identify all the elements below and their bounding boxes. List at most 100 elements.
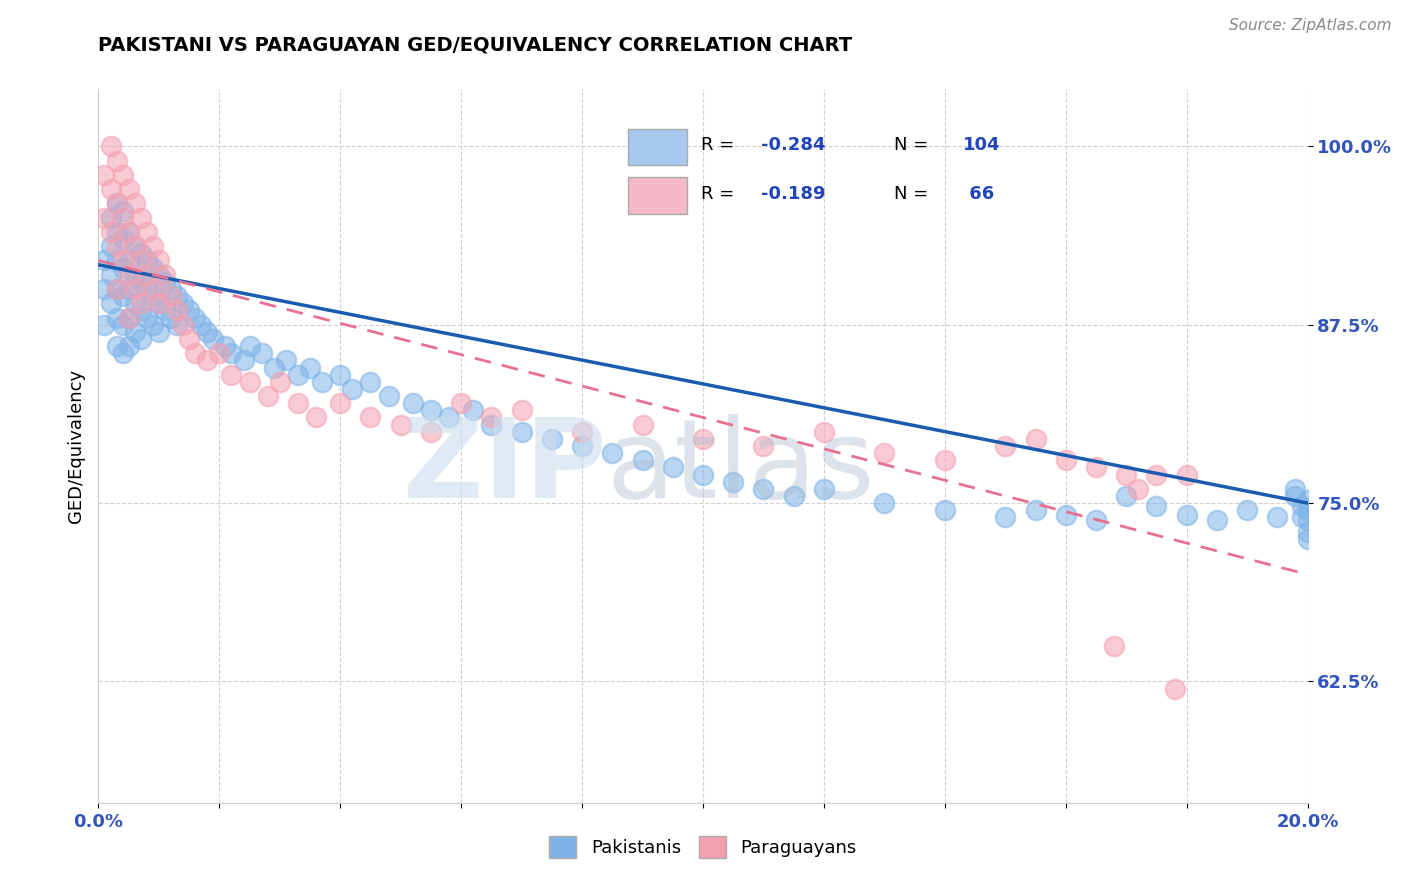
Point xyxy=(100,268,122,282)
Point xyxy=(360,410,382,425)
Point xyxy=(402,396,425,410)
Point xyxy=(100,296,122,310)
Point xyxy=(118,253,141,268)
Point xyxy=(172,318,194,332)
Point xyxy=(631,453,654,467)
Point xyxy=(105,239,128,253)
Point xyxy=(129,303,152,318)
Point xyxy=(105,282,128,296)
Point xyxy=(179,303,201,318)
Point xyxy=(1175,508,1198,522)
Point xyxy=(118,268,141,282)
Point xyxy=(256,389,278,403)
Point xyxy=(723,475,745,489)
Point xyxy=(287,396,309,410)
Point xyxy=(100,225,122,239)
Point xyxy=(148,296,170,310)
Point xyxy=(1163,681,1185,696)
Point xyxy=(118,282,141,296)
Point xyxy=(1296,503,1319,517)
Point xyxy=(287,368,309,382)
Point xyxy=(1102,639,1125,653)
Point xyxy=(93,318,115,332)
Point xyxy=(202,332,225,346)
Point xyxy=(481,410,503,425)
Point xyxy=(269,375,291,389)
Point xyxy=(571,439,593,453)
Point xyxy=(135,225,157,239)
Point xyxy=(1054,453,1077,467)
Point xyxy=(1085,460,1108,475)
Point xyxy=(129,246,152,260)
Point xyxy=(129,296,152,310)
Point xyxy=(510,425,533,439)
Point xyxy=(105,310,128,325)
Point xyxy=(105,225,128,239)
Point xyxy=(305,410,328,425)
Point xyxy=(160,282,183,296)
Point xyxy=(93,211,115,225)
Point xyxy=(437,410,460,425)
Point xyxy=(166,289,188,303)
Point xyxy=(783,489,806,503)
Point xyxy=(129,332,152,346)
Point xyxy=(1144,467,1167,482)
Point xyxy=(540,432,562,446)
Point xyxy=(239,375,262,389)
Point xyxy=(148,296,170,310)
Point xyxy=(1296,513,1319,527)
Point xyxy=(692,432,714,446)
Point xyxy=(329,368,352,382)
Point xyxy=(148,325,170,339)
Point xyxy=(135,310,157,325)
Point xyxy=(389,417,412,432)
Point xyxy=(481,417,503,432)
Point xyxy=(214,339,236,353)
Point xyxy=(994,510,1017,524)
Point xyxy=(299,360,322,375)
Point xyxy=(221,368,243,382)
Point xyxy=(232,353,254,368)
Point xyxy=(118,339,141,353)
Point xyxy=(1291,510,1313,524)
Point xyxy=(105,196,128,211)
Point xyxy=(1267,510,1289,524)
Point xyxy=(184,346,207,360)
Point xyxy=(142,318,165,332)
Point xyxy=(100,139,122,153)
Point xyxy=(195,325,218,339)
Point xyxy=(813,482,835,496)
Point xyxy=(153,268,176,282)
Point xyxy=(100,211,122,225)
Point xyxy=(692,467,714,482)
Point xyxy=(360,375,382,389)
Point xyxy=(1236,503,1258,517)
Point xyxy=(1296,532,1319,546)
Point xyxy=(93,282,115,296)
Point xyxy=(1144,499,1167,513)
Point xyxy=(752,482,775,496)
Point xyxy=(129,253,152,268)
Point xyxy=(1284,489,1306,503)
Point xyxy=(105,253,128,268)
Point xyxy=(105,339,128,353)
Text: atlas: atlas xyxy=(606,414,875,521)
Point xyxy=(118,310,141,325)
Point xyxy=(329,396,352,410)
Point xyxy=(813,425,835,439)
Point xyxy=(1024,503,1046,517)
Point xyxy=(1206,513,1229,527)
Legend: Pakistanis, Paraguayans: Pakistanis, Paraguayans xyxy=(543,829,863,865)
Point xyxy=(166,303,188,318)
Point xyxy=(1296,493,1319,508)
Point xyxy=(184,310,207,325)
Point xyxy=(208,346,231,360)
Point xyxy=(124,296,146,310)
Point xyxy=(124,239,146,253)
Point xyxy=(311,375,333,389)
Point xyxy=(1291,499,1313,513)
Point xyxy=(377,389,399,403)
Point xyxy=(160,289,183,303)
Point xyxy=(105,153,128,168)
Point xyxy=(221,346,243,360)
